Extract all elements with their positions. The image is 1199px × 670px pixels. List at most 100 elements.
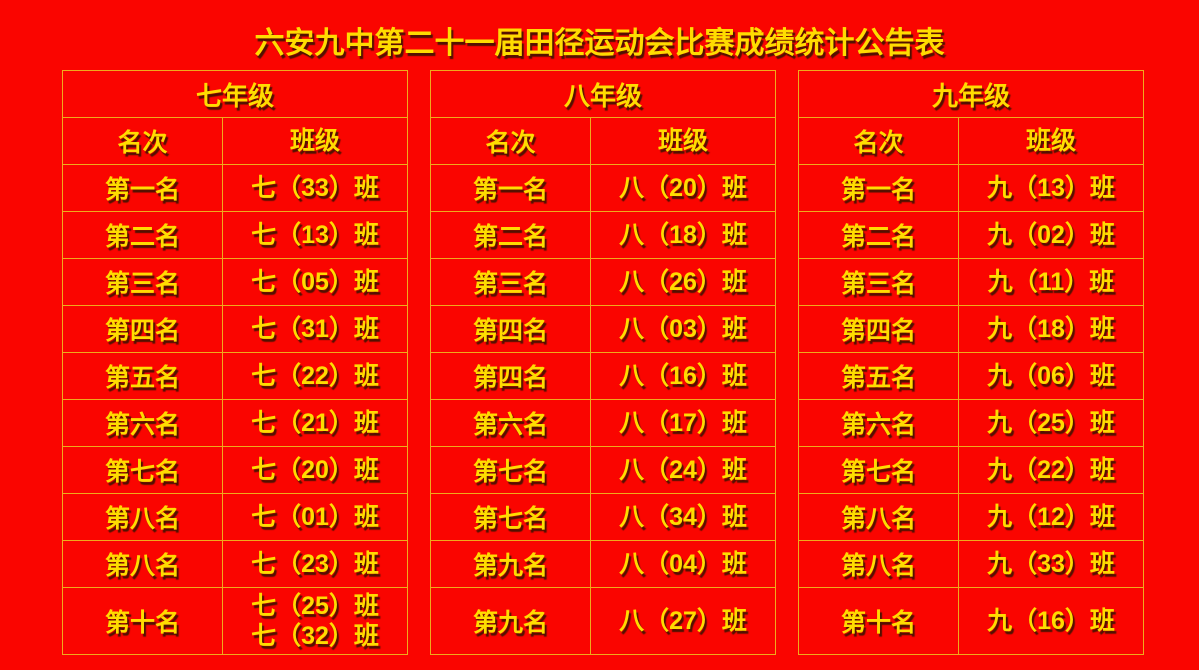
class-line: 九（33）班 — [987, 550, 1115, 578]
result-row: 第八名 九（12）班 — [799, 494, 1143, 541]
class-line: 七（33）班 — [251, 174, 379, 202]
class-cell: 九（06）班 — [959, 353, 1143, 399]
rank-cell: 第八名 — [63, 541, 223, 587]
class-line: 九（25）班 — [987, 409, 1115, 437]
rank-cell: 第九名 — [431, 588, 591, 654]
result-row: 第十名 七（25）班 七（32）班 — [63, 588, 407, 654]
grade-7-rows: 第一名 七（33）班 第二名 七（13）班 第三名 七（05）班 第四名 七（31）班 第五名七… — [63, 165, 407, 654]
grade-header: 九年级 — [799, 71, 1143, 118]
result-row: 第七名 七（20）班 — [63, 447, 407, 494]
rank-cell: 第四名 — [431, 306, 591, 352]
tables-container: 七年级 名次 班级 第一名 七（33）班 第二名 七（13）班 第三名 七（05）班 第四名… — [62, 70, 1144, 655]
class-cell: 九（33）班 — [959, 541, 1143, 587]
rank-column-header: 名次 — [431, 118, 591, 164]
class-line: 八（24）班 — [619, 456, 747, 484]
result-row: 第一名 九（13）班 — [799, 165, 1143, 212]
result-row: 第九名 八（04）班 — [431, 541, 775, 588]
rank-column-header: 名次 — [799, 118, 959, 164]
class-column-header: 班级 — [289, 127, 340, 155]
result-row: 第四名 九（18）班 — [799, 306, 1143, 353]
result-row: 第五名 九（06）班 — [799, 353, 1143, 400]
class-line: 九（22）班 — [987, 456, 1115, 484]
class-cell: 八（03）班 — [591, 306, 775, 352]
class-cell: 八（16）班 — [591, 353, 775, 399]
result-row: 第三名 七（05）班 — [63, 259, 407, 306]
class-line: 九（13）班 — [987, 174, 1115, 202]
class-cell: 七（13）班 — [223, 212, 407, 258]
result-row: 第四名 七（31）班 — [63, 306, 407, 353]
result-row: 第七名 八（24）班 — [431, 447, 775, 494]
column-header-row: 名次 班级 — [63, 118, 407, 165]
result-row: 第四名 八（03）班 — [431, 306, 775, 353]
class-cell: 七（01）班 — [223, 494, 407, 540]
result-row: 第七名 九（22）班 — [799, 447, 1143, 494]
class-line: 八（17）班 — [619, 409, 747, 437]
result-row: 第八名 七（01）班 — [63, 494, 407, 541]
class-cell: 八（18）班 — [591, 212, 775, 258]
class-line: 八（27）班 — [619, 607, 747, 635]
grade-header: 八年级 — [431, 71, 775, 118]
class-cell: 九（11）班 — [959, 259, 1143, 305]
grade-7-table: 七年级 名次 班级 第一名 七（33）班 第二名 七（13）班 第三名 七（05）班 第四名… — [62, 70, 408, 655]
result-row: 第三名 八（26）班 — [431, 259, 775, 306]
class-cell: 九（12）班 — [959, 494, 1143, 540]
class-cell: 七（20）班 — [223, 447, 407, 493]
result-row: 第三名 九（11）班 — [799, 259, 1143, 306]
result-row: 第八名 九（33）班 — [799, 541, 1143, 588]
class-line: 九（06）班 — [987, 362, 1115, 390]
class-line: 七（25）班 — [251, 592, 379, 620]
class-cell: 八（04）班 — [591, 541, 775, 587]
class-cell: 八（20）班 — [591, 165, 775, 211]
rank-cell: 第八名 — [799, 494, 959, 540]
class-cell: 八（17）班 — [591, 400, 775, 446]
class-line: 七（22）班 — [251, 362, 379, 390]
rank-cell: 第三名 — [431, 259, 591, 305]
class-cell: 九（22）班 — [959, 447, 1143, 493]
rank-cell: 第六名 — [63, 400, 223, 446]
result-row: 第六名 九（25）班 — [799, 400, 1143, 447]
class-cell: 八（26）班 — [591, 259, 775, 305]
class-cell: 七（23）班 — [223, 541, 407, 587]
class-cell: 八（24）班 — [591, 447, 775, 493]
rank-cell: 第十名 — [63, 588, 223, 654]
result-row: 第二名 九（02）班 — [799, 212, 1143, 259]
class-line: 八（04）班 — [619, 550, 747, 578]
class-line: 八（18）班 — [619, 221, 747, 249]
class-line: 七（01）班 — [251, 503, 379, 531]
result-row: 第六名 七（21）班 — [63, 400, 407, 447]
class-line: 七（32）班 — [251, 622, 379, 650]
class-line: 八（34）班 — [619, 503, 747, 531]
rank-cell: 第一名 — [799, 165, 959, 211]
rank-cell: 第七名 — [63, 447, 223, 493]
result-row: 第七名 八（34）班 — [431, 494, 775, 541]
grade-9-table: 九年级 名次 班级 第一名 九（13）班 第二名 九（02）班 第三名 九（11）班 第四名… — [798, 70, 1144, 655]
class-line: 九（16）班 — [987, 607, 1115, 635]
class-cell: 九（13）班 — [959, 165, 1143, 211]
rank-cell: 第二名 — [63, 212, 223, 258]
rank-cell: 第三名 — [63, 259, 223, 305]
column-header-row: 名次 班级 — [431, 118, 775, 165]
class-cell: 七（22）班 — [223, 353, 407, 399]
rank-cell: 第四名 — [63, 306, 223, 352]
class-line: 九（18）班 — [987, 315, 1115, 343]
class-line: 七（20）班 — [251, 456, 379, 484]
rank-cell: 第十名 — [799, 588, 959, 654]
class-line: 九（11）班 — [987, 268, 1115, 296]
class-line: 八（20）班 — [619, 174, 747, 202]
grade-8-rows: 第一名 八（20）班 第二名 八（18）班 第三名 八（26）班 第四名 八（03）班 第四名八… — [431, 165, 775, 654]
class-cell: 九（18）班 — [959, 306, 1143, 352]
grade-9-rows: 第一名 九（13）班 第二名 九（02）班 第三名 九（11）班 第四名 九（18）班 第五名九… — [799, 165, 1143, 654]
grade-8-table: 八年级 名次 班级 第一名 八（20）班 第二名 八（18）班 第三名 八（26）班 第四名… — [430, 70, 776, 655]
class-cell: 七（33）班 — [223, 165, 407, 211]
result-row: 第一名 七（33）班 — [63, 165, 407, 212]
rank-cell: 第九名 — [431, 541, 591, 587]
class-column-header: 班级 — [657, 127, 708, 155]
rank-cell: 第六名 — [431, 400, 591, 446]
class-cell: 七（21）班 — [223, 400, 407, 446]
result-row: 第八名 七（23）班 — [63, 541, 407, 588]
rank-cell: 第七名 — [799, 447, 959, 493]
grade-header: 七年级 — [63, 71, 407, 118]
class-cell: 七（05）班 — [223, 259, 407, 305]
result-row: 第二名 八（18）班 — [431, 212, 775, 259]
class-cell: 九（02）班 — [959, 212, 1143, 258]
